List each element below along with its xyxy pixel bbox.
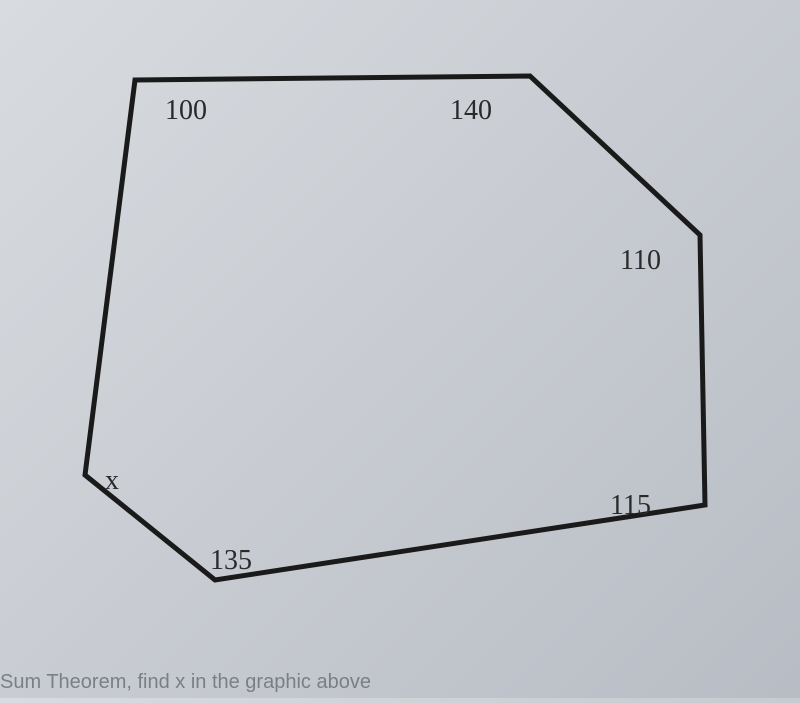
angle-label-140: 140: [450, 95, 492, 127]
angle-label-115: 115: [610, 490, 651, 522]
angle-label-x: x: [105, 465, 119, 497]
caption-text: Sum Theorem, find x in the graphic above: [0, 671, 371, 694]
diagram-container: 100 140 110 115 135 x: [0, 0, 800, 698]
angle-label-110: 110: [620, 245, 661, 277]
polygon-svg: [0, 0, 800, 698]
angle-label-100: 100: [165, 95, 207, 127]
angle-label-135: 135: [210, 545, 252, 577]
